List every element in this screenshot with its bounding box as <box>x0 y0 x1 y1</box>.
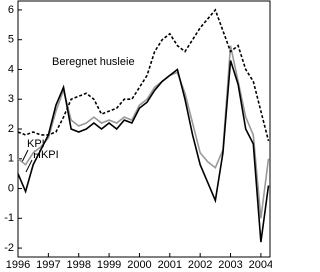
x-tick-label: 2000 <box>127 259 151 271</box>
y-tick-label: 6 <box>8 4 14 16</box>
series-line <box>17 8 270 142</box>
x-tick-label: 2003 <box>218 259 242 271</box>
x-tick-label: 2004 <box>249 259 272 271</box>
x-tick-label: 1998 <box>66 259 90 271</box>
y-tick-label: 1 <box>8 153 14 165</box>
y-tick-label: -2 <box>4 242 14 254</box>
y-tick-label: 2 <box>8 123 14 135</box>
series-line <box>17 60 270 243</box>
y-tick-label: 0 <box>8 182 14 194</box>
label-pointer <box>21 149 29 163</box>
x-tick-label: 1997 <box>36 259 60 271</box>
y-tick-label: 4 <box>8 63 14 75</box>
series-label: Beregnet husleie <box>52 56 135 68</box>
y-tick-label: 5 <box>8 34 14 46</box>
series-line <box>17 45 270 219</box>
y-tick-label: -1 <box>4 212 14 224</box>
x-tick-label: 2002 <box>188 259 212 271</box>
chart: Beregnet husleie KPI HKPI -2-10123456199… <box>4 0 272 271</box>
x-tick-label: 1999 <box>97 259 121 271</box>
label-pointer <box>25 159 33 173</box>
x-tick-label: 1996 <box>6 259 30 271</box>
plot-frame <box>17 0 271 258</box>
y-tick-label: 3 <box>8 93 14 105</box>
x-tick-label: 2001 <box>158 259 182 271</box>
